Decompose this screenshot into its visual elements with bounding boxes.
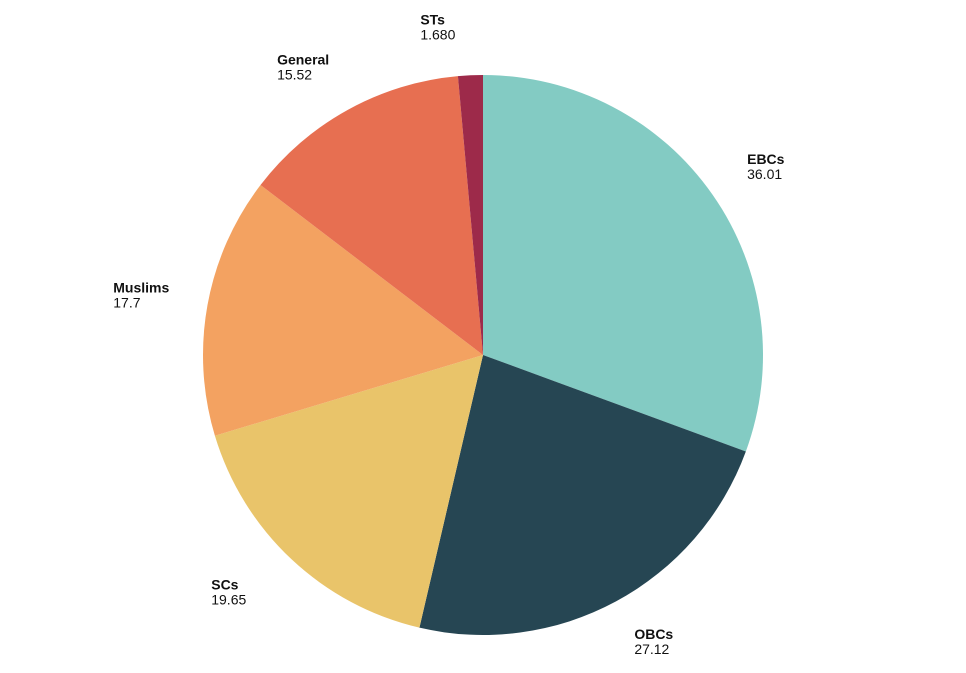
pie-slices: [202, 75, 764, 635]
slice-label-ebcs: EBCs: [747, 151, 785, 167]
pie-slice-muslims[interactable]: [202, 185, 483, 436]
slice-label-sts: STs: [420, 11, 445, 27]
pie-slice-ebcs[interactable]: [483, 75, 764, 452]
pie-slice-general[interactable]: [260, 76, 483, 355]
pie-slice-obcs[interactable]: [419, 355, 746, 635]
slice-label-obcs: OBCs: [634, 626, 673, 642]
slice-value-general: 15.52: [277, 67, 312, 83]
slice-label-muslims: Muslims: [113, 279, 169, 295]
slice-value-sts: 1.680: [420, 26, 455, 42]
slice-label-scs: SCs: [211, 576, 238, 592]
slice-value-muslims: 17.7: [113, 294, 140, 310]
pie-slice-sts[interactable]: [457, 75, 483, 355]
pie-slice-scs[interactable]: [214, 355, 483, 628]
slice-value-obcs: 27.12: [634, 641, 669, 657]
slice-value-scs: 19.65: [211, 591, 246, 607]
slice-value-ebcs: 36.01: [747, 166, 782, 182]
slice-label-general: General: [277, 52, 329, 68]
